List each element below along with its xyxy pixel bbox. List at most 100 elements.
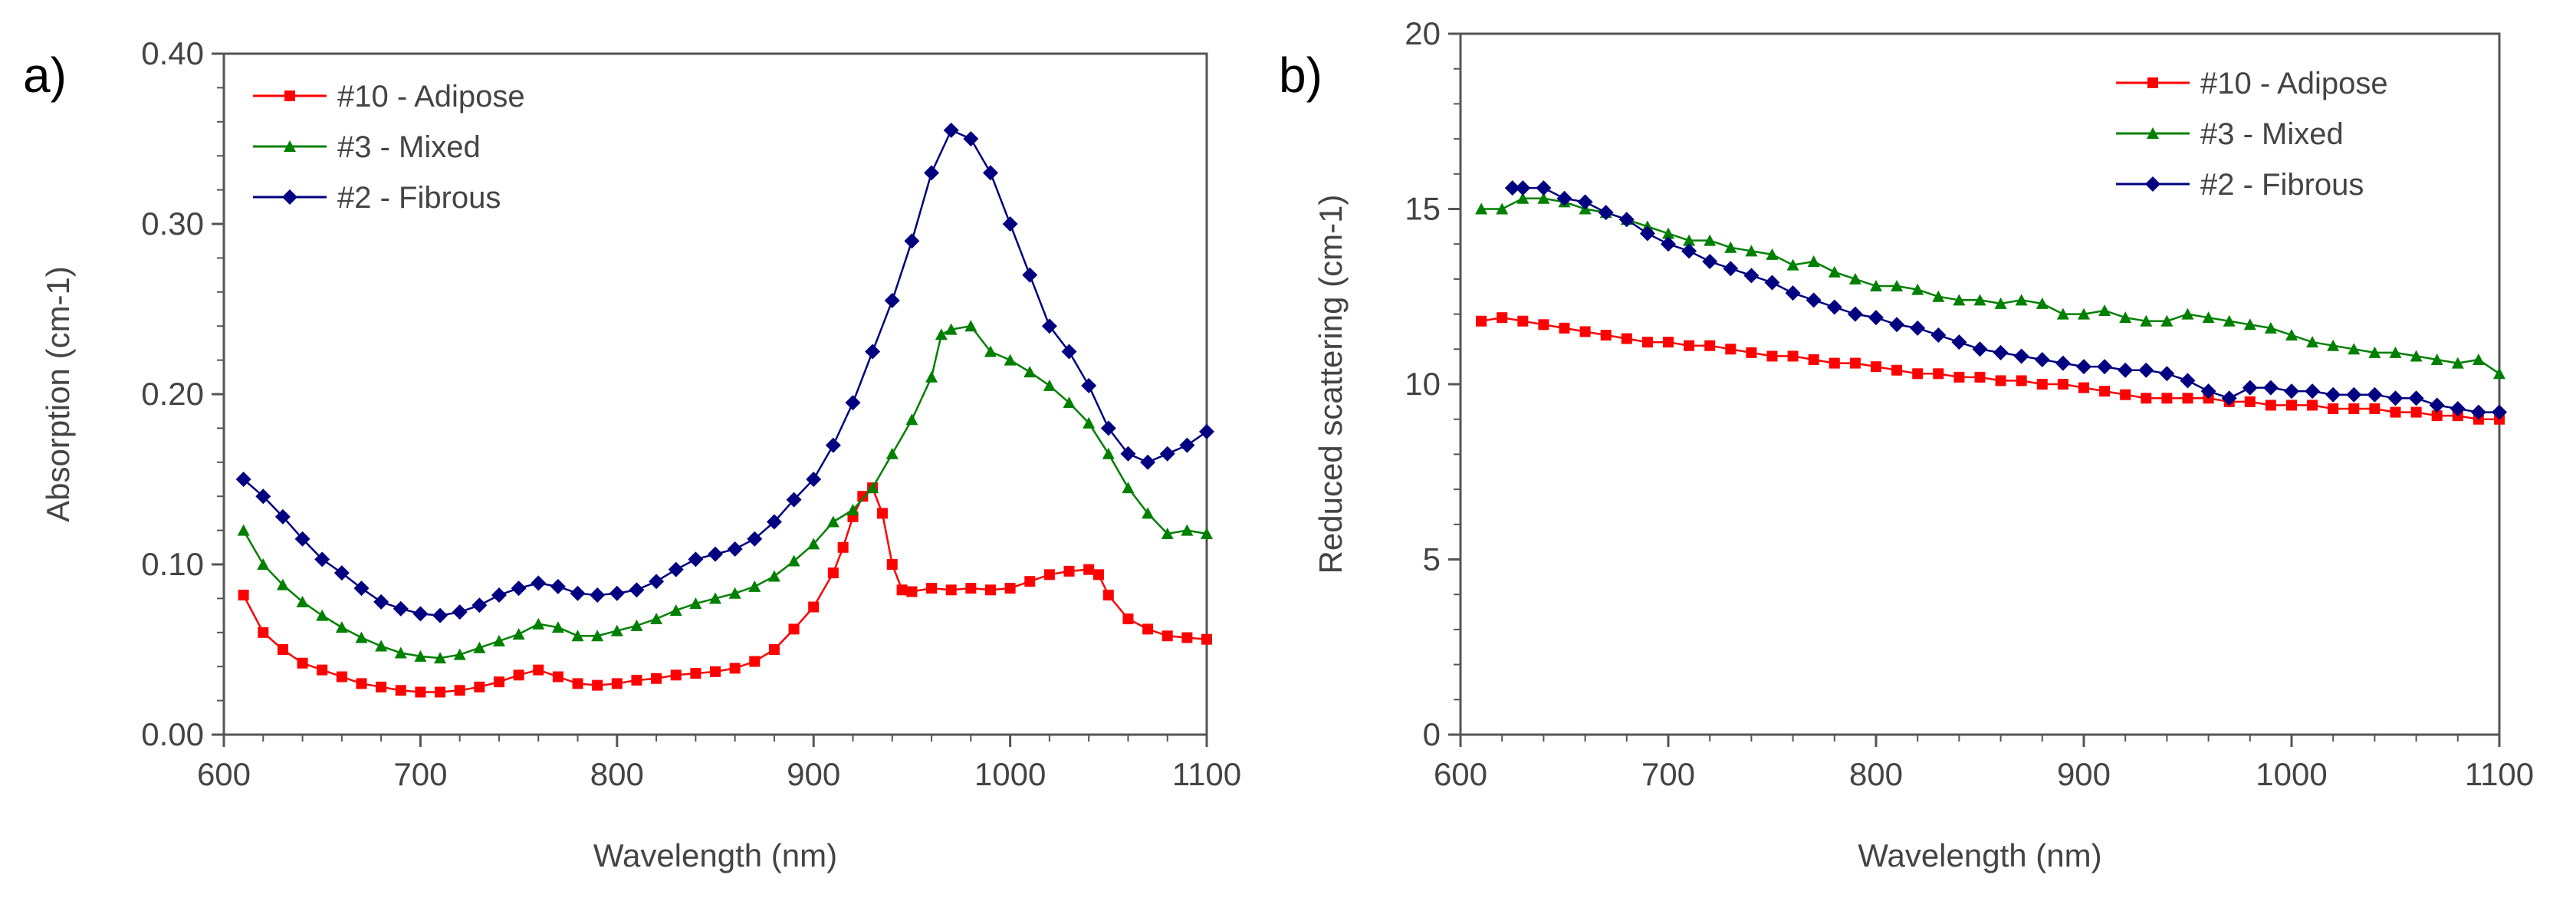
data-point [629,582,645,598]
data-point [2057,379,2068,390]
data-point [2346,386,2362,403]
data-point [1848,272,1861,285]
series--2-fibrous [1504,180,2507,420]
data-point [2036,297,2049,309]
x-tick-label: 600 [197,756,251,792]
data-point [1828,265,1841,278]
data-point [1161,528,1174,540]
series-line [242,485,1208,693]
data-point [964,320,978,332]
series-line [1480,316,2499,420]
data-point [355,631,368,643]
data-point [373,594,389,610]
data-point [473,641,486,653]
data-point [1972,341,1988,357]
data-point [1930,327,1947,344]
data-point [2264,321,2277,334]
data-point [1475,202,1488,215]
data-point [1933,368,1944,380]
data-point [2472,354,2485,366]
legend-label: #10 - Adipose [2200,67,2388,100]
data-point [2098,304,2111,317]
data-point [412,606,429,622]
y-tick-label: 10 [1405,366,1441,402]
data-point [749,656,761,667]
data-point [1889,317,1905,333]
data-point [857,491,869,502]
data-point [2262,380,2279,396]
data-point [1618,212,1635,228]
data-point [1829,357,1840,369]
data-point [1537,192,1550,204]
data-point [925,370,938,383]
data-point [943,122,959,138]
data-point [1063,565,1075,577]
y-tick-label: 0.40 [141,35,204,71]
data-point [2408,390,2424,406]
data-point [727,541,743,558]
data-point [1681,243,1697,259]
data-point [1639,225,1655,242]
data-point [2180,373,2196,389]
data-point [1847,306,1863,322]
data-point [454,685,465,696]
data-point [1745,245,1758,257]
data-point [669,604,682,616]
x-tick-label: 1100 [2465,756,2534,792]
data-point [1140,454,1156,470]
data-point [434,652,447,664]
data-point [2076,359,2091,375]
y-tick-label: 0.10 [141,546,204,582]
data-point [1910,320,1926,336]
data-point [2325,386,2341,403]
panel-label: b) [1279,48,1322,103]
data-point [767,570,780,582]
y-tick-label: 0.20 [141,376,204,412]
data-point [1995,375,2006,386]
data-point [766,514,782,530]
x-tick-label: 900 [2057,756,2111,792]
data-point [1953,371,1965,383]
data-point [1083,564,1095,575]
data-point [788,623,800,635]
legend-label: #3 - Mixed [337,130,481,164]
series--2-fibrous [235,122,1214,623]
data-point [2013,348,2029,364]
legend-label: #10 - Adipose [337,80,525,113]
data-point [650,613,663,625]
data-point [806,472,822,487]
data-point [786,492,802,508]
data-point [1808,354,1819,366]
series--3-mixed [237,320,1213,664]
data-point [1081,377,1097,393]
data-point [1092,569,1104,581]
y-tick-label: 0.00 [141,716,204,752]
data-point [2160,314,2174,327]
data-point [984,345,997,357]
series--10-adipose [1476,312,2505,425]
data-point [982,165,998,181]
data-point [2138,362,2154,378]
data-point [335,621,348,633]
data-point [1598,205,1614,221]
data-point [729,663,741,674]
data-point [2368,346,2381,358]
data-point [1063,396,1076,409]
data-point [768,644,780,655]
data-point [1022,267,1038,283]
data-point [845,395,861,411]
data-point [277,644,288,655]
data-point [2242,380,2258,396]
data-point [493,676,504,688]
data-point [237,524,250,536]
data-point [2450,400,2466,416]
data-point [1041,318,1057,334]
data-point [2161,393,2173,404]
data-point [2328,403,2339,414]
data-point [651,673,662,684]
data-point [2327,339,2340,351]
legend-marker [284,90,295,101]
data-point [375,640,388,652]
x-tick-label: 600 [1434,756,1487,792]
data-point [1142,623,1154,635]
